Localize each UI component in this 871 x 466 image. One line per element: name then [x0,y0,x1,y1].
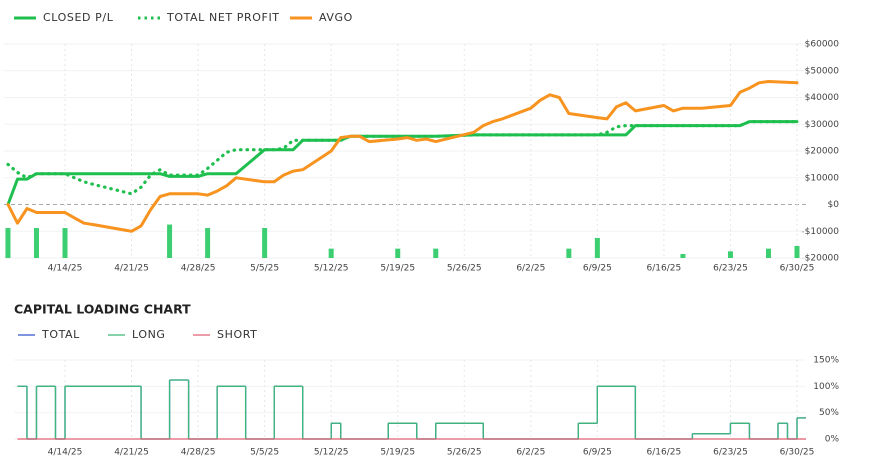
y-tick-label: -$20000 [801,254,839,264]
legend-label: CLOSED P/L [43,11,114,24]
volume-bar [794,245,800,258]
series-line [6,120,799,196]
x-tick-label: 6/2/25 [516,264,545,274]
x-tick-label: 4/21/25 [114,264,149,274]
legend-label: TOTAL [41,328,80,341]
legend-label: TOTAL NET PROFIT [166,11,280,24]
volume-bar [33,228,39,258]
x-tick-label: 4/14/25 [48,264,83,274]
y-tick-label: 100% [813,382,839,392]
x-tick-label: 6/9/25 [583,264,612,274]
y-tick-label: $40000 [805,93,840,103]
x-tick-label: 5/5/25 [250,448,279,458]
x-tick-label: 6/30/25 [780,448,815,458]
volume-bar [395,248,401,258]
volume-bar [62,228,68,258]
x-tick-label: 6/16/25 [647,264,682,274]
x-tick-label: 4/14/25 [48,448,83,458]
x-tick-label: 4/28/25 [181,448,216,458]
y-tick-label: $50000 [805,66,840,76]
volume-bar [727,251,733,258]
legend-label: LONG [132,328,166,341]
y-tick-label: 0% [825,435,840,445]
x-tick-label: 5/26/25 [447,448,482,458]
series-line [6,120,799,206]
chart-title: CAPITAL LOADING CHART [14,302,191,317]
y-tick-label: 150% [813,356,839,366]
y-tick-label: $30000 [805,120,840,130]
volume-bar [167,224,173,258]
volume-bar [262,228,268,258]
volume-bar [5,228,11,258]
volume-bar [765,248,771,258]
volume-bar [205,228,211,258]
volume-bar [433,248,439,258]
legend-label: SHORT [217,328,257,341]
x-tick-label: 5/12/25 [314,264,349,274]
x-tick-label: 4/21/25 [114,448,149,458]
x-tick-label: 6/9/25 [583,448,612,458]
x-tick-label: 6/30/25 [780,264,815,274]
x-tick-label: 5/26/25 [447,264,482,274]
volume-bar [680,253,686,258]
volume-bar [566,248,572,258]
volume-bar [328,248,334,258]
x-tick-label: 6/23/25 [713,264,748,274]
y-tick-label: $60000 [805,40,840,50]
y-tick-label: $10000 [805,173,840,183]
y-tick-label: $0 [828,200,840,210]
y-tick-label: 50% [819,408,839,418]
x-tick-label: 5/12/25 [314,448,349,458]
y-tick-label: -$10000 [801,227,839,237]
x-tick-label: 6/2/25 [516,448,545,458]
legend-label: AVGO [319,11,353,24]
volume-bar [594,237,600,258]
x-tick-label: 5/5/25 [250,264,279,274]
x-tick-label: 4/28/25 [181,264,216,274]
y-tick-label: $20000 [805,147,840,157]
x-tick-label: 5/19/25 [380,264,415,274]
x-tick-label: 6/16/25 [647,448,682,458]
x-tick-label: 5/19/25 [380,448,415,458]
series-line [6,80,799,233]
x-tick-label: 6/23/25 [713,448,748,458]
